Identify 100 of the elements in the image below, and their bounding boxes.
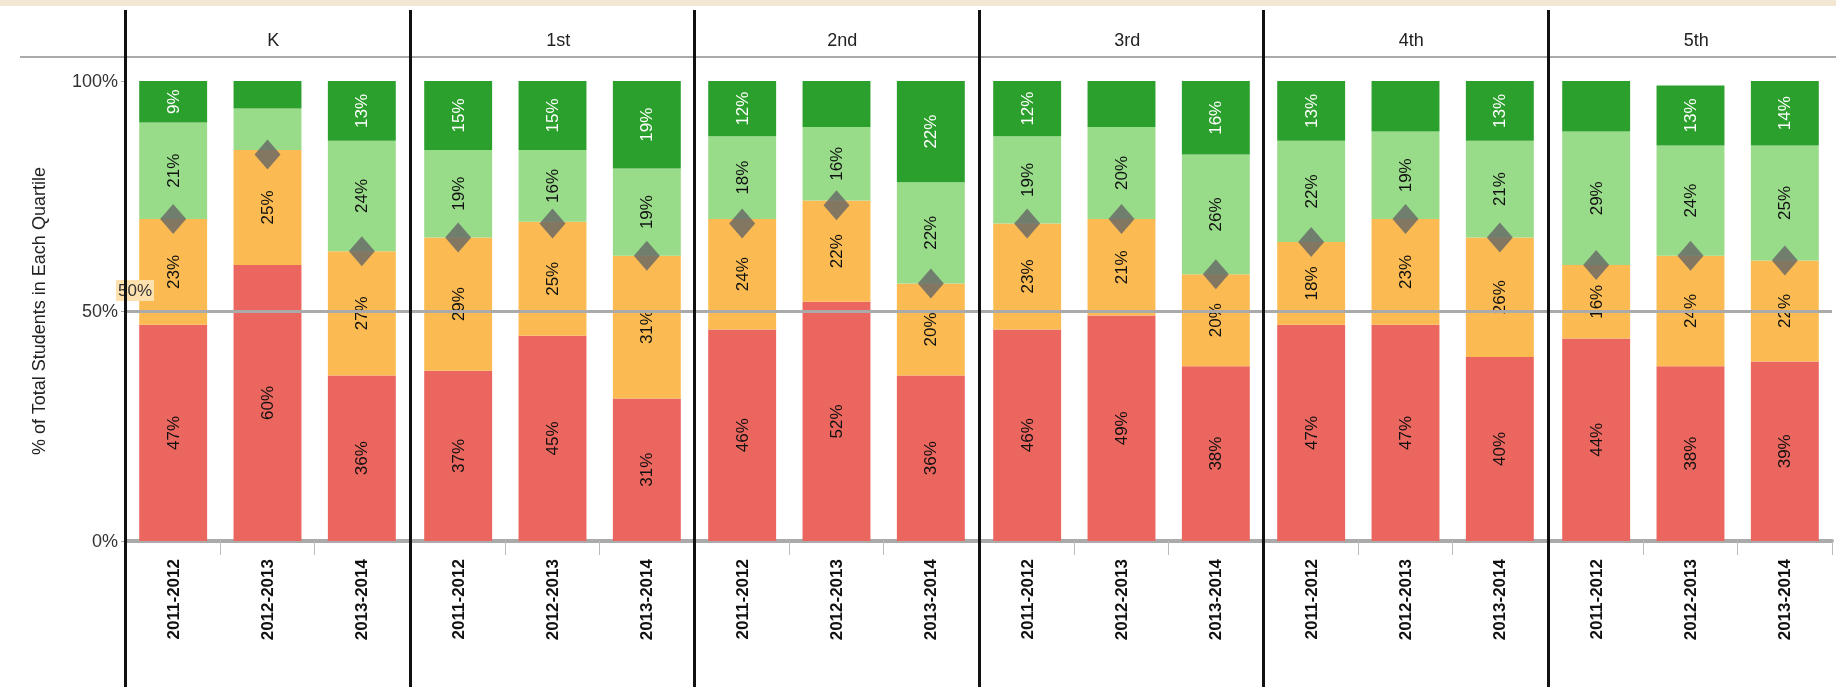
data-label: 12%	[1017, 91, 1037, 126]
data-label: 20%	[1111, 155, 1131, 191]
x-tick-label: 2013-2014	[636, 558, 656, 641]
data-label: 16%	[1586, 284, 1606, 319]
bar	[423, 237, 492, 371]
bar	[423, 150, 492, 238]
bar	[802, 301, 871, 541]
bar	[612, 255, 681, 399]
data-label: 24%	[732, 257, 752, 292]
bar	[327, 251, 396, 376]
data-label: 14%	[1774, 96, 1794, 131]
data-label: 13%	[352, 93, 372, 128]
data-label: 15%	[542, 98, 562, 133]
bar	[139, 324, 208, 541]
data-label: 31%	[636, 452, 656, 487]
bar	[1181, 274, 1250, 367]
chart-title: 2nd	[827, 30, 858, 50]
data-label: 12%	[732, 91, 752, 126]
bar	[518, 150, 586, 222]
bar	[708, 136, 777, 219]
bar	[1465, 237, 1534, 357]
data-label: 19%	[1396, 158, 1415, 193]
chart-title: 3rd	[1113, 30, 1140, 50]
bar	[612, 81, 681, 169]
bar	[1371, 81, 1440, 132]
data-label: 22%	[827, 234, 846, 269]
chart-title: 1st	[545, 30, 570, 50]
bar	[1561, 81, 1630, 132]
x-tick-label: 2013-2014	[1490, 558, 1510, 641]
chart-title: 4th	[1398, 30, 1424, 50]
bar	[1181, 81, 1250, 155]
bar	[423, 370, 492, 541]
x-tick-label: 2013-2014	[352, 558, 372, 641]
data-label: 20%	[921, 312, 941, 347]
x-tick-label: 2011-2012	[1586, 559, 1606, 640]
data-label: 22%	[1301, 174, 1321, 209]
bar	[1087, 81, 1155, 127]
data-label: 36%	[352, 441, 372, 476]
x-tick-label: 2013-2014	[921, 558, 941, 641]
bar	[802, 127, 871, 201]
bar	[1465, 81, 1534, 141]
point	[160, 204, 187, 234]
x-tick-label: 2012-2013	[1111, 559, 1131, 641]
data-label: 9%	[163, 89, 183, 114]
bar	[518, 335, 586, 541]
bar	[518, 221, 586, 336]
bar	[896, 375, 965, 541]
bar	[1277, 140, 1346, 242]
data-label: 18%	[732, 160, 752, 195]
data-label: 23%	[1017, 259, 1037, 294]
data-label: 46%	[1017, 418, 1037, 453]
x-tick-label: 2012-2013	[827, 559, 846, 641]
point	[254, 139, 281, 170]
data-label: 22%	[921, 114, 941, 149]
bar	[518, 81, 586, 150]
bar	[1656, 366, 1724, 541]
data-label: 47%	[1396, 415, 1415, 450]
bar	[1465, 357, 1534, 541]
bar	[1656, 255, 1724, 367]
data-label: 13%	[1301, 93, 1321, 128]
x-tick-label: 2011-2012	[163, 559, 183, 640]
bar	[1181, 154, 1250, 275]
data-label: 19%	[636, 195, 656, 230]
data-label: 16%	[827, 146, 846, 181]
bar	[992, 81, 1061, 137]
bar	[1087, 219, 1155, 316]
bar	[1371, 131, 1440, 219]
bar	[1750, 361, 1819, 541]
data-label: 19%	[448, 176, 468, 211]
bar	[708, 219, 777, 330]
data-label: 16%	[1205, 100, 1225, 135]
bar	[1750, 81, 1819, 146]
bar	[708, 329, 777, 541]
bar	[896, 81, 965, 183]
data-label: 22%	[921, 215, 941, 250]
data-label: 29%	[448, 287, 468, 322]
data-label: 40%	[1490, 431, 1510, 467]
data-label: 24%	[1680, 183, 1700, 218]
data-label: 45%	[542, 421, 562, 456]
bar	[1087, 315, 1155, 541]
data-label: 16%	[542, 168, 562, 203]
chart-title: 5th	[1683, 30, 1709, 50]
bar	[139, 122, 208, 219]
bar	[896, 182, 965, 284]
data-label: 21%	[1111, 250, 1131, 285]
bar	[1561, 131, 1630, 265]
data-label: 38%	[1680, 436, 1700, 471]
bar	[992, 223, 1061, 330]
bar	[1087, 127, 1155, 219]
data-label: 38%	[1205, 436, 1225, 471]
bar	[1277, 324, 1346, 541]
bar	[1277, 81, 1346, 141]
data-label: 39%	[1774, 434, 1794, 469]
data-label: 47%	[1301, 415, 1321, 450]
bar	[992, 136, 1061, 224]
bar	[1371, 324, 1440, 541]
data-label: 18%	[1301, 266, 1321, 301]
bar	[139, 81, 208, 123]
data-label: 25%	[258, 190, 277, 225]
bar	[423, 81, 492, 150]
